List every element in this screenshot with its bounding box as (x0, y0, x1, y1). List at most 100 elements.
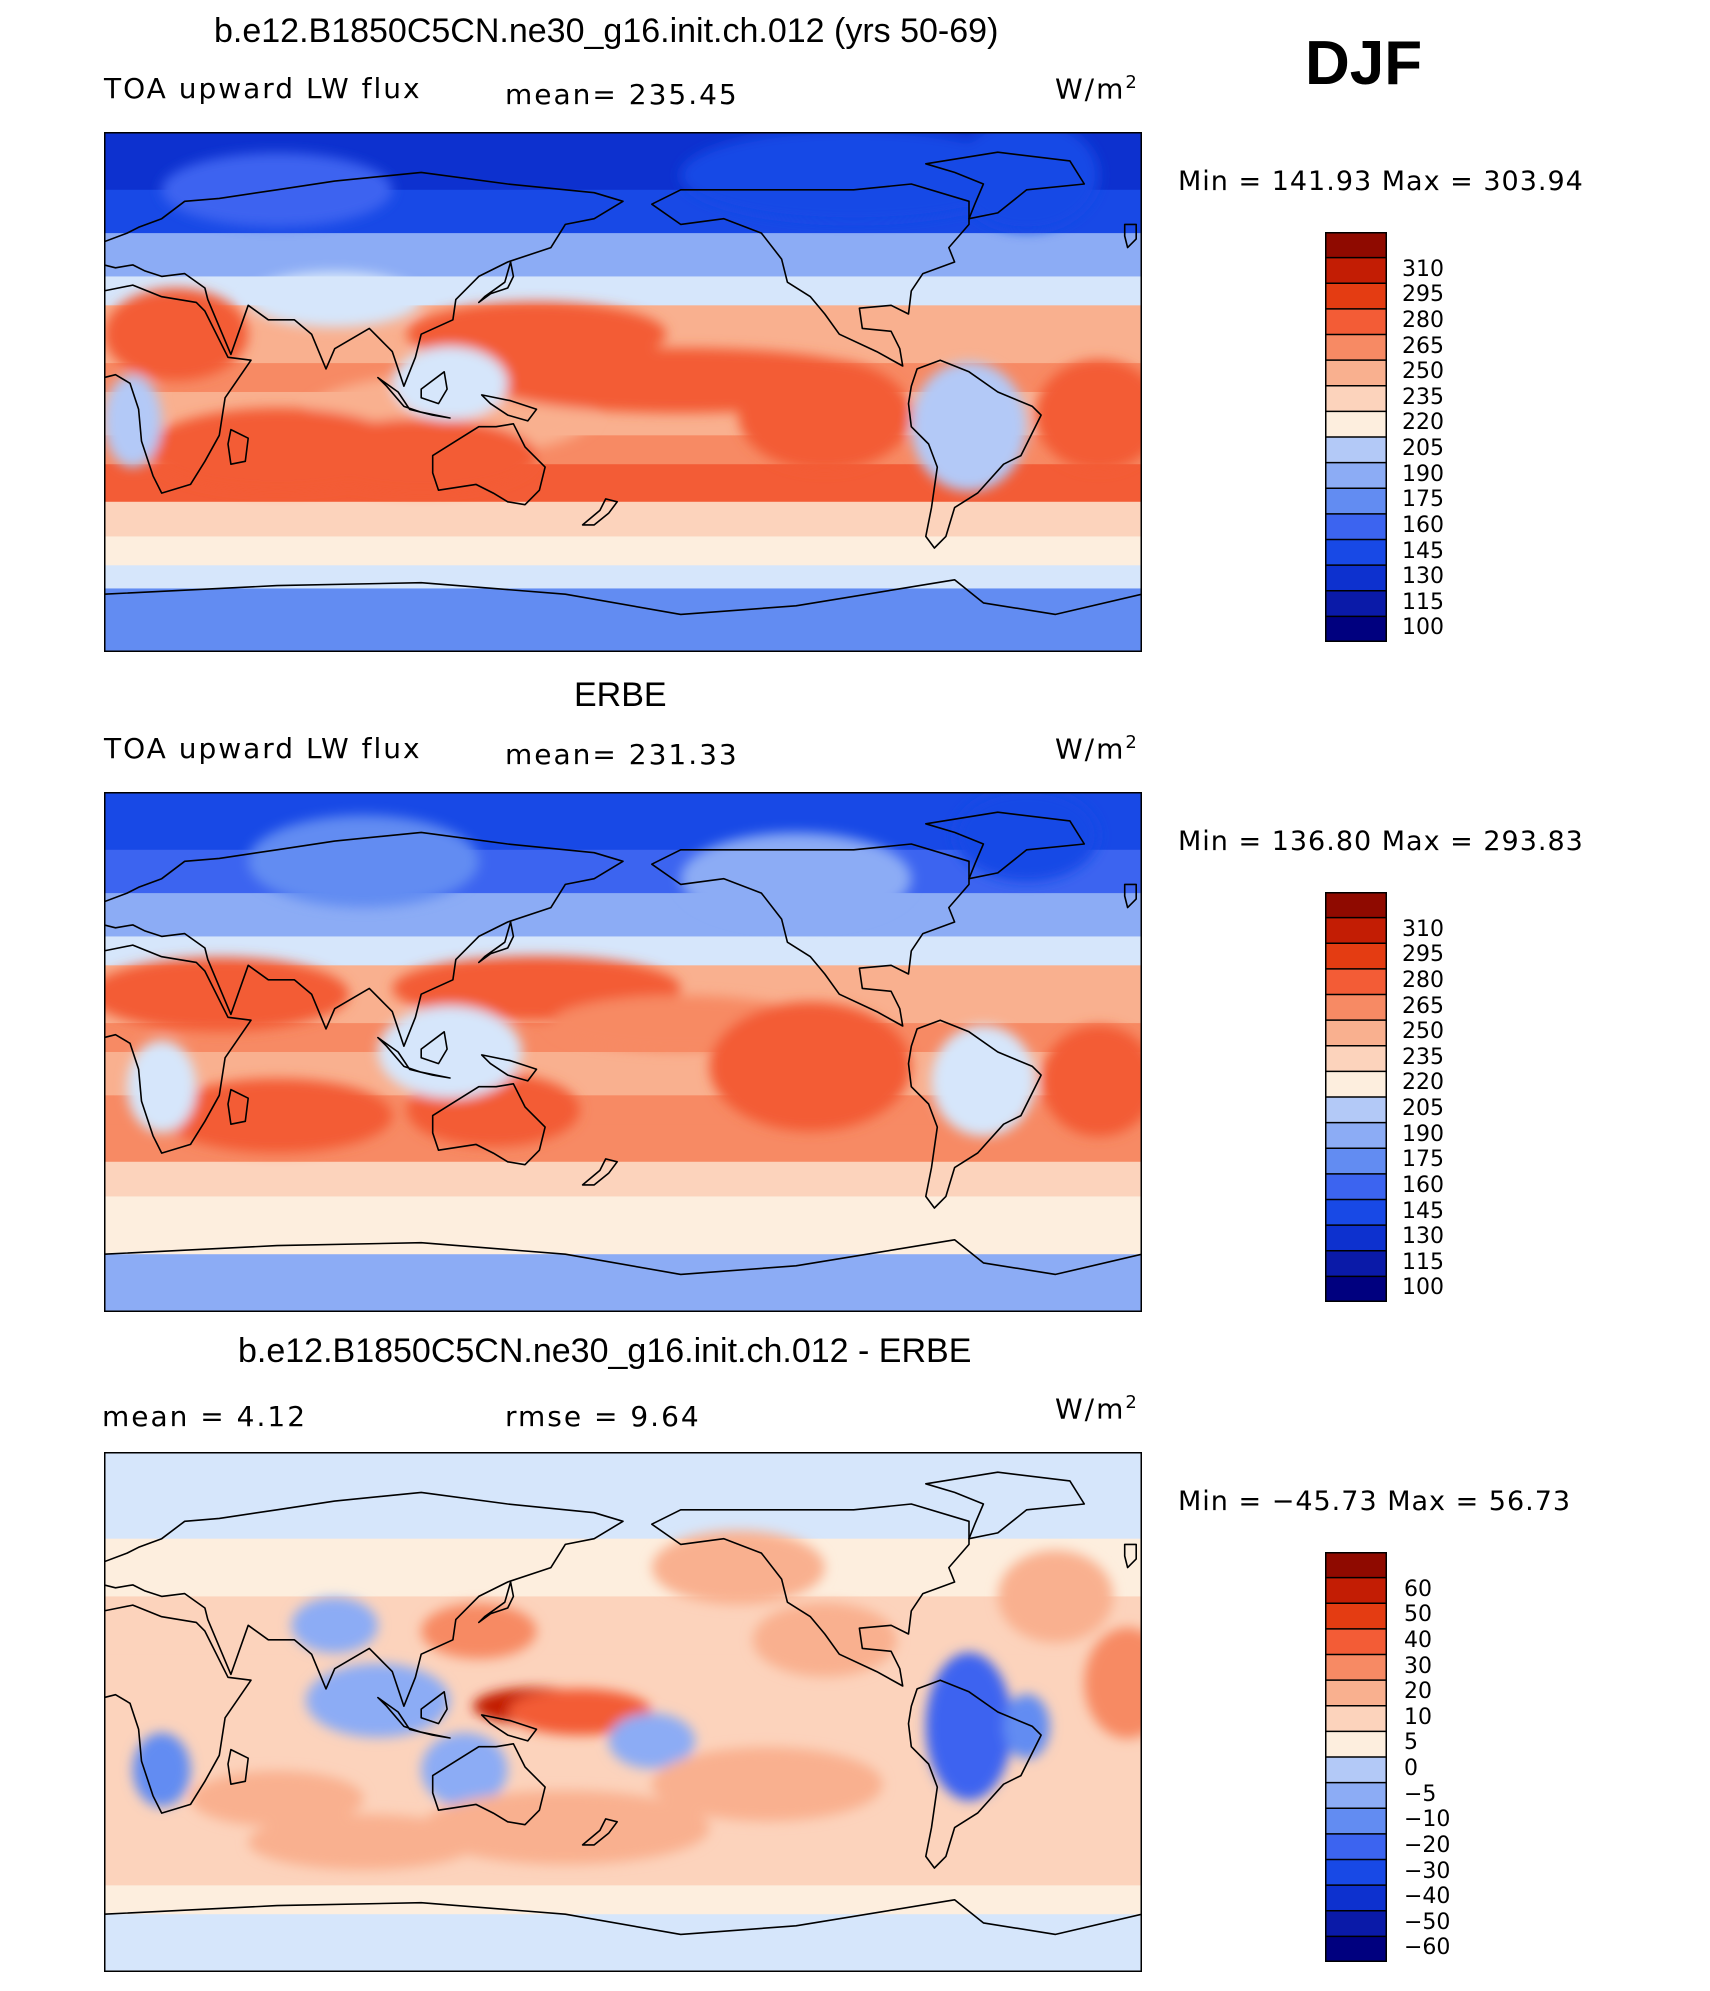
colorbar-box (1325, 1250, 1387, 1278)
colorbar-tick-label: 160 (1402, 1172, 1444, 1198)
colorbar-tick-label: 30 (1404, 1653, 1432, 1679)
contour-region (104, 374, 162, 468)
coastline (924, 151, 1086, 220)
season-label: DJF (1305, 29, 1423, 98)
coastline (377, 1036, 451, 1079)
coastline (924, 811, 1086, 880)
panel-1-map (104, 132, 1142, 652)
colorbar-tick-label: 130 (1402, 1224, 1444, 1250)
contour-region (132, 1732, 191, 1807)
colorbar-tick-label: 100 (1402, 1275, 1444, 1301)
colorbar-box (1325, 590, 1387, 618)
colorbar-box (1325, 1935, 1387, 1962)
contour-region (709, 1001, 912, 1132)
coastline (650, 183, 970, 367)
colorbar-box (1325, 1198, 1387, 1227)
colorbar-tick-label: 160 (1402, 512, 1444, 538)
colorbar-box (1325, 282, 1387, 311)
colorbar-box (1325, 1910, 1387, 1938)
coastline (420, 1031, 448, 1065)
colorbar-tick-label: −10 (1404, 1807, 1451, 1833)
contour-region (104, 288, 249, 381)
contour-band (104, 1452, 1142, 1540)
contour-region (680, 832, 912, 925)
coastline (104, 171, 624, 387)
coastline (477, 1581, 515, 1624)
colorbar-tick-label: 130 (1402, 564, 1444, 590)
colorbar-tick-label: 20 (1404, 1679, 1432, 1705)
coastline (104, 1898, 1142, 1972)
contour-region (291, 1597, 378, 1654)
coastline (650, 843, 970, 1027)
colorbar-box (1325, 1730, 1387, 1759)
colorbar-box (1325, 1807, 1387, 1836)
colorbar-box (1325, 1576, 1387, 1605)
contour-region (997, 1550, 1114, 1643)
panel-1-units: W/m2 (1055, 72, 1139, 106)
contour-region (1041, 1025, 1142, 1137)
coastline (477, 261, 515, 304)
contour-region (651, 1747, 883, 1822)
contour-band (104, 588, 1142, 652)
colorbar-box (1325, 1628, 1387, 1656)
colorbar-tick-label: 10 (1404, 1704, 1432, 1730)
colorbar-box (1325, 513, 1387, 541)
colorbar-box (1325, 1833, 1387, 1861)
colorbar-box (1325, 1679, 1387, 1707)
field-layer (104, 132, 1142, 652)
colorbar-box (1325, 385, 1387, 413)
contour-band (104, 536, 1142, 567)
field-layer (104, 792, 1142, 1312)
colorbar-tick-label: 60 (1404, 1576, 1432, 1602)
colorbar-tick-label: 310 (1402, 256, 1444, 282)
coastline (924, 1471, 1086, 1540)
colorbar-box (1325, 359, 1387, 387)
contour-region (127, 1040, 197, 1133)
panel-2-map (104, 792, 1142, 1312)
coastline (907, 1019, 1042, 1209)
coastline (1123, 1543, 1137, 1569)
contour-band (104, 233, 1142, 278)
colorbar-tick-label: 205 (1402, 436, 1444, 461)
coastlines (104, 1471, 1142, 1972)
contour-region (608, 1713, 696, 1769)
field-layer (104, 1452, 1142, 1972)
colorbar-box (1325, 564, 1387, 592)
contour-region (931, 1025, 1036, 1137)
contour-region (104, 957, 350, 1032)
contour-region (248, 271, 422, 328)
colorbar-tick-label: 145 (1402, 1198, 1444, 1224)
contour-band (104, 1538, 1142, 1598)
contour-region (305, 418, 537, 493)
coastline (907, 359, 1042, 549)
colorbar-tick-label: 0 (1404, 1756, 1418, 1781)
colorbar-box (1325, 1045, 1387, 1073)
panel-2-minmax: Min = 136.80 Max = 293.83 (1178, 826, 1584, 857)
panel-2-variable: TOA upward LW flux (104, 732, 422, 765)
colorbar-tick-label: 175 (1402, 487, 1444, 513)
contour-region (507, 1688, 652, 1736)
panel-3-colorbar (1325, 1552, 1387, 1962)
colorbar-box (1325, 1653, 1387, 1682)
contour-region (421, 1603, 537, 1659)
contour-region (752, 1602, 897, 1677)
colorbar-box (1325, 308, 1387, 336)
colorbar-tick-label: 280 (1402, 307, 1444, 333)
colorbar-tick-label: 235 (1402, 384, 1444, 410)
colorbar-tick-label: 175 (1402, 1147, 1444, 1173)
coastline (480, 394, 538, 422)
contour-region (1035, 359, 1142, 471)
coastline (104, 944, 252, 1154)
contour-band (104, 1885, 1142, 1916)
panel-3-units: W/m2 (1055, 1392, 1139, 1426)
panel-2-colorbar (1325, 892, 1387, 1302)
colorbar-tick-label: 250 (1402, 359, 1444, 385)
contour-region (190, 1770, 364, 1827)
colorbar-box (1325, 1147, 1387, 1176)
contour-region (248, 815, 479, 908)
contour-band (104, 1596, 1142, 1656)
colorbar-tick-label: 5 (1404, 1730, 1418, 1756)
colorbar-box (1325, 1121, 1387, 1150)
contour-band (104, 501, 1142, 538)
coastline (907, 1679, 1042, 1869)
